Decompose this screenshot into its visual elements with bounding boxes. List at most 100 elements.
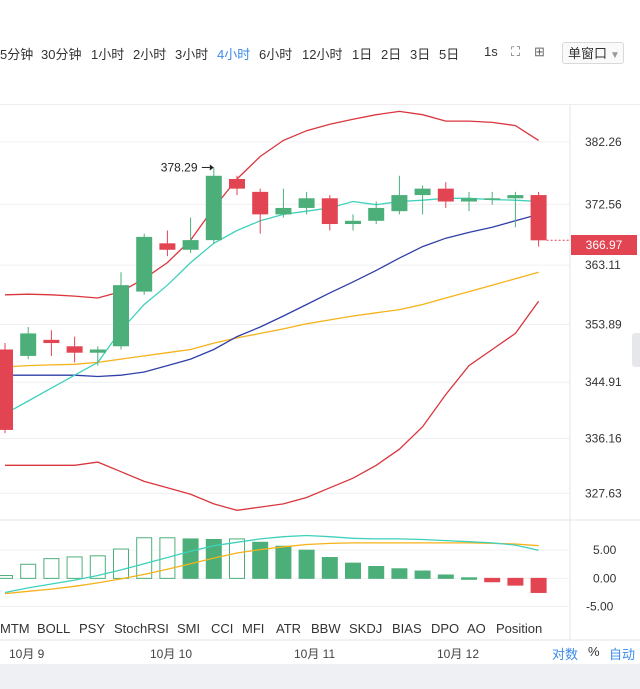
y-tick-label: 363.11	[585, 258, 621, 272]
osc-bar	[368, 566, 385, 579]
candle-up	[391, 195, 408, 212]
osc-bar	[89, 555, 106, 579]
osc-bar	[507, 577, 524, 586]
bottom-bar	[0, 664, 640, 689]
tab-psy[interactable]: PSY	[79, 621, 106, 636]
tf-2h[interactable]: 2小时	[133, 47, 167, 62]
tf-1h[interactable]: 1小时	[91, 47, 125, 62]
candle-up	[368, 207, 385, 221]
y-tick-label: 353.89	[585, 317, 622, 331]
candle-down	[66, 346, 83, 353]
osc-bar	[229, 538, 245, 579]
candle-up	[20, 333, 37, 356]
tab-mfi[interactable]: MFI	[242, 621, 265, 636]
tf-2d[interactable]: 2日	[381, 47, 402, 62]
tf-5min[interactable]: 5分钟	[0, 47, 34, 62]
candles	[0, 167, 547, 434]
ma-orange-line	[4, 271, 539, 368]
annotations: 378.29	[161, 160, 570, 241]
tab-position[interactable]: Position	[496, 621, 543, 636]
candle-up	[275, 207, 292, 215]
osc-tick-label: -5.00	[586, 600, 614, 614]
window-mode-label: 单窗口	[568, 46, 608, 61]
x-label: 10月 9	[9, 647, 45, 661]
candle-down	[252, 191, 269, 215]
chevron-down-icon: ▼	[610, 50, 620, 61]
tf-5d[interactable]: 5日	[439, 47, 460, 62]
osc-bar	[391, 568, 408, 579]
add-window-icon[interactable]: ⊞	[534, 44, 545, 59]
osc-bar	[345, 562, 361, 579]
grid	[0, 105, 640, 640]
tf-4h[interactable]: 4小时	[217, 47, 251, 62]
interval-1s[interactable]: 1s	[484, 44, 498, 59]
candle-down	[530, 195, 547, 241]
y-tick-label: 382.26	[585, 135, 622, 149]
candle-up	[113, 285, 129, 347]
osc-bar	[252, 541, 269, 579]
osc-bar	[136, 537, 153, 579]
tab-bbw[interactable]: BBW	[311, 621, 341, 636]
y-tick-label: 344.91	[585, 375, 622, 389]
candle-up	[461, 198, 477, 202]
fullscreen-icon[interactable]: ⛶	[511, 44, 521, 59]
tf-3h[interactable]: 3小时	[175, 47, 209, 62]
candle-down	[321, 198, 338, 225]
top-bar	[0, 0, 640, 38]
x-label: 10月 11	[294, 647, 336, 661]
osc-bar	[275, 545, 292, 579]
tf-1d[interactable]: 1日	[352, 47, 373, 62]
tab-skdj[interactable]: SKDJ	[349, 621, 383, 636]
peak-label: 378.29	[161, 160, 198, 174]
tab-bias[interactable]: BIAS	[392, 621, 422, 636]
osc-bar	[321, 557, 338, 579]
candle-up	[484, 198, 501, 200]
tab-stochrsi[interactable]: StochRSI	[114, 621, 169, 636]
osc-bar	[20, 563, 37, 579]
osc-bar	[437, 574, 454, 579]
candle-up	[345, 220, 361, 225]
tab-smi[interactable]: SMI	[177, 621, 201, 636]
candle-up	[414, 188, 431, 196]
candle-up	[89, 349, 106, 353]
candle-down	[0, 349, 13, 430]
tf-3d[interactable]: 3日	[410, 47, 431, 62]
osc-bar	[530, 577, 547, 593]
osc-tick-label: 5.00	[593, 543, 617, 557]
y-axis-ticks: 382.26 372.56 363.11 353.89 344.91 336.16 327.…	[585, 135, 622, 500]
window-mode-select[interactable]: 单窗口 ▼	[562, 42, 624, 64]
boll-upper-line	[4, 110, 539, 299]
tab-dpo[interactable]: DPO	[431, 621, 460, 636]
candle-up	[507, 195, 524, 199]
ma-dark-line	[5, 213, 539, 378]
osc-bar	[182, 538, 199, 579]
osc-bar	[484, 577, 501, 583]
tab-boll[interactable]: BOLL	[37, 621, 71, 636]
log-scale-button[interactable]: 对数	[552, 647, 579, 662]
side-panel-handle[interactable]	[632, 333, 640, 367]
y-tick-label: 336.16	[585, 432, 622, 446]
x-label: 10月 12	[437, 647, 480, 661]
tab-cci[interactable]: CCI	[211, 621, 234, 636]
osc-bar	[298, 549, 315, 579]
tf-30min[interactable]: 30分钟	[41, 47, 82, 62]
tab-atr[interactable]: ATR	[276, 621, 302, 636]
peak-arrowhead	[209, 164, 214, 171]
tf-12h[interactable]: 12小时	[302, 47, 343, 62]
main-panel-bg	[0, 105, 570, 520]
osc-cyan-line	[4, 534, 539, 594]
candle-up	[205, 175, 222, 241]
auto-scale-button[interactable]: 自动	[609, 647, 636, 662]
tab-ao[interactable]: AO	[467, 621, 486, 636]
osc-bar	[461, 577, 477, 580]
tf-6h[interactable]: 6小时	[259, 47, 293, 62]
osc-bar	[0, 575, 13, 579]
candle-down	[437, 188, 454, 202]
y-tick-label: 327.63	[585, 486, 622, 500]
oscillator-panel: 5.00 0.00 -5.00	[0, 534, 640, 641]
tab-mtm[interactable]: MTM	[0, 621, 30, 636]
osc-bar	[414, 570, 431, 579]
percent-scale-button[interactable]: %	[588, 644, 600, 659]
last-price-tag: 366.97	[571, 235, 637, 255]
